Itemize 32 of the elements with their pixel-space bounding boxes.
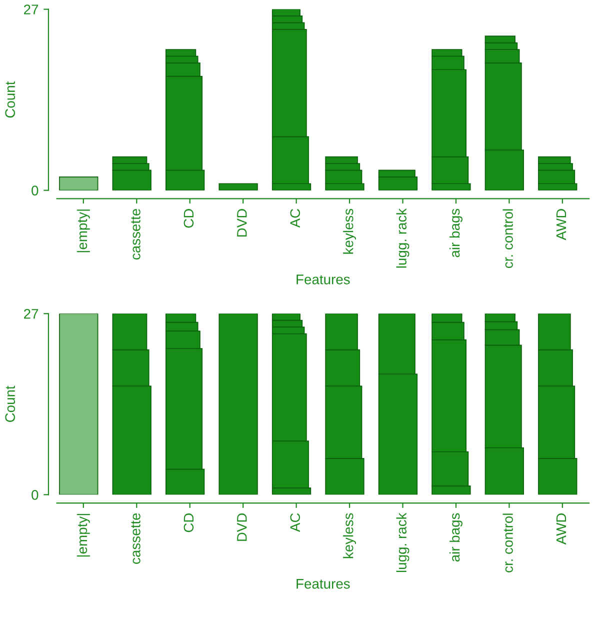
x-tick-label: cr. control [502, 514, 513, 572]
x-tick-label: CD [184, 513, 194, 532]
x-axis-title: Features [296, 579, 350, 589]
y-tick-label: 0 [32, 490, 38, 500]
x-tick-label: DVD [237, 513, 247, 541]
x-tick-label: |empty| [76, 514, 90, 557]
x-tick-label: |empty| [76, 210, 90, 252]
x-tick-label: cassette [131, 513, 140, 564]
y-tick-label: 27 [24, 308, 38, 319]
x-axis-title: Features [296, 274, 350, 284]
x-tick-label: AWD [556, 513, 566, 545]
x-tick-label: lugg. rack [396, 208, 410, 268]
bar [218, 183, 258, 190]
x-tick-label: keyless [343, 513, 356, 558]
x-tick-label: AC [290, 208, 300, 228]
x-tick-label: air bags [450, 513, 462, 562]
x-tick-label: keyless [343, 208, 356, 254]
x-tick-label: air bags [450, 208, 462, 258]
x-tick-label: DVD [237, 209, 247, 237]
bar [59, 314, 98, 495]
x-tick-label: AC [290, 513, 300, 532]
y-axis-title: Count [5, 386, 16, 422]
y-tick-label: 0 [32, 186, 38, 196]
x-tick-label: CD [184, 209, 194, 228]
x-tick-label: cassette [131, 208, 140, 260]
y-axis-title: Count [5, 81, 16, 118]
bar [59, 176, 98, 190]
x-tick-label: lugg. rack [396, 512, 410, 572]
y-tick-label: 27 [24, 4, 38, 14]
bar [218, 314, 258, 495]
x-tick-label: AWD [556, 209, 566, 240]
x-tick-label: cr. control [502, 209, 513, 268]
